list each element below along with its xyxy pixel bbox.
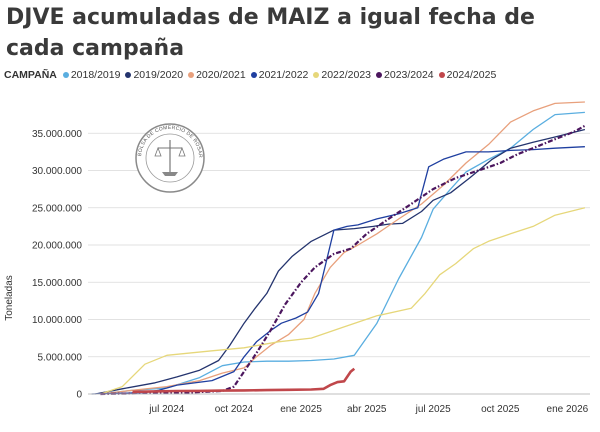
legend-marker: [62, 72, 69, 78]
legend-item: 2024/2025: [438, 69, 497, 81]
legend-label: 2019/2020: [133, 69, 184, 81]
y-tick-label: 5.000.000: [38, 352, 83, 363]
legend-item: 2021/2022: [250, 69, 309, 81]
series-line-2024-2025: [132, 367, 356, 394]
y-axis-label: Toneladas: [4, 275, 15, 321]
x-tick-label: oct 2024: [215, 404, 254, 415]
legend-label: 2020/2021: [196, 69, 246, 81]
line-chart: BOLSA DE COMERCIO DE ROSARIO 0 5.000.000 1…: [0, 88, 590, 415]
legend-marker: [250, 72, 257, 78]
chart-title: DJVE acumuladas de MAIZ a igual fecha de…: [6, 5, 535, 61]
legend: CAMPAÑA 2018/2019 2019/2020 2020/2021 2021/…: [4, 69, 600, 85]
watermark-seal: BOLSA DE COMERCIO DE ROSARIO: [0, 88, 205, 193]
legend-label: 2024/2025: [446, 69, 497, 81]
y-tick-label: 20.000.000: [32, 241, 82, 252]
x-tick-label: jul 2025: [415, 404, 451, 415]
series-line-2021-2022: [91, 146, 585, 395]
x-tick-label: abr 2025: [347, 404, 387, 415]
y-tick-label: 0: [76, 390, 82, 401]
y-tick-label: 10.000.000: [32, 315, 82, 326]
y-tick-label: 25.000.000: [32, 203, 82, 214]
legend-item: 2019/2020: [125, 69, 183, 81]
legend-label: 2023/2024: [384, 69, 434, 81]
legend-item: 2022/2023: [313, 69, 371, 81]
legend-title: CAMPAÑA: [4, 69, 57, 81]
y-tick-label: 35.000.000: [32, 129, 82, 140]
legend-marker: [376, 72, 383, 78]
x-tick-label: ene 2025: [280, 404, 322, 415]
y-tick-label: 15.000.000: [32, 278, 82, 289]
series-line-2020-2021: [100, 101, 585, 395]
series-lines: [91, 101, 586, 396]
y-tick-label: 30.000.000: [32, 166, 82, 177]
x-tick-label: oct 2025: [481, 404, 520, 415]
legend-marker: [125, 72, 132, 78]
legend-items: 2018/2019 2019/2020 2020/2021 2021/2022 2022…: [62, 69, 501, 81]
legend-marker: [188, 72, 195, 78]
x-tick-label: jul 2024: [148, 404, 184, 415]
legend-label: 2018/2019: [70, 69, 121, 81]
legend-item: 2023/2024: [376, 69, 434, 81]
series-line-2018-2019: [100, 111, 585, 395]
legend-label: 2021/2022: [258, 69, 309, 81]
series-line-2022-2023: [100, 207, 586, 395]
x-tick-label: ene 2026: [547, 404, 589, 415]
legend-marker: [438, 72, 445, 78]
legend-marker: [313, 72, 320, 78]
series-line-2023-2024: [100, 124, 586, 396]
legend-item: 2018/2019: [62, 69, 121, 81]
legend-item: 2020/2021: [188, 69, 246, 81]
legend-label: 2022/2023: [321, 69, 372, 81]
axes: 0 5.000.000 10.000.000 15.000.000 20.000.000…: [32, 129, 590, 415]
